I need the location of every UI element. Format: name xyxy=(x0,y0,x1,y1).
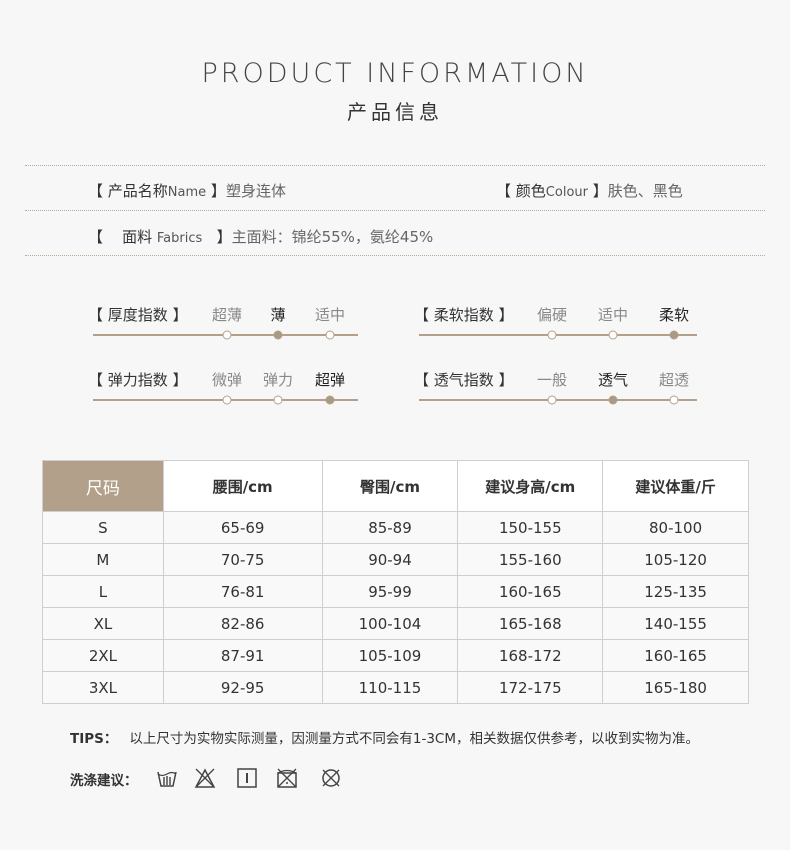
scale-option: 适中 xyxy=(314,306,346,324)
table-cell: 92-95 xyxy=(162,671,323,704)
scale-dot xyxy=(608,330,618,340)
table-cell: 3XL xyxy=(42,671,164,704)
scale-dot xyxy=(222,395,232,405)
no-tumble-dry-icon xyxy=(277,768,297,788)
table-row: 2XL 87-91 105-109 168-172 160-165 xyxy=(42,639,749,672)
table-cell: L xyxy=(42,575,164,608)
scale-dot xyxy=(547,395,557,405)
table-cell: 2XL xyxy=(42,639,164,672)
table-cell: 172-175 xyxy=(457,671,604,704)
table-cell: 82-86 xyxy=(162,607,323,640)
table-cell: 125-135 xyxy=(602,575,749,608)
title-chinese: 产品信息 xyxy=(347,100,443,124)
scale-label: 【 柔软指数 】 xyxy=(414,306,514,324)
wash-label: 洗涤建议： xyxy=(70,773,138,789)
table-cell: 110-115 xyxy=(321,671,459,704)
tips: TIPS： 以上尺寸为实物实际测量，因测量方式不同会有1-3CM，相关数据仅供参考… xyxy=(70,731,699,747)
hand-wash-icon xyxy=(157,771,177,787)
scale-label: 【 厚度指数 】 xyxy=(88,306,188,324)
table-cell: 150-155 xyxy=(457,511,604,544)
scale-option: 偏硬 xyxy=(536,306,568,324)
table-cell: 160-165 xyxy=(457,575,604,608)
table-cell: XL xyxy=(42,607,164,640)
table-cell: 155-160 xyxy=(457,543,604,576)
info-color: 【 颜色Colour 】肤色、黑色 xyxy=(496,182,683,200)
scale-dot xyxy=(669,330,679,340)
table-row: L 76-81 95-99 160-165 125-135 xyxy=(42,575,749,608)
table-cell: 87-91 xyxy=(162,639,323,672)
table-cell: 100-104 xyxy=(321,607,459,640)
scale-dot xyxy=(669,395,679,405)
table-cell: 65-69 xyxy=(162,511,323,544)
divider xyxy=(25,255,765,256)
table-cell: 90-94 xyxy=(321,543,459,576)
info-fabric: 【 面料 Fabrics 】主面料：锦纶55%，氨纶45% xyxy=(88,228,434,246)
scale-label: 【 弹力指数 】 xyxy=(88,371,188,389)
table-header: 臀围/cm xyxy=(321,460,459,512)
table-header: 建议体重/斤 xyxy=(602,460,749,512)
table-cell: 85-89 xyxy=(321,511,459,544)
table-cell: 168-172 xyxy=(457,639,604,672)
scale-label: 【 透气指数 】 xyxy=(414,371,514,389)
scale-option: 适中 xyxy=(597,306,629,324)
table-header: 建议身高/cm xyxy=(457,460,604,512)
scale-option: 薄 xyxy=(270,306,286,324)
scale-option: 超弹 xyxy=(314,371,346,389)
scale-dot xyxy=(273,395,283,405)
scale-dot xyxy=(608,395,618,405)
scale-track xyxy=(419,334,697,336)
scale-option: 透气 xyxy=(597,371,629,389)
table-cell: 165-180 xyxy=(602,671,749,704)
table-cell: 95-99 xyxy=(321,575,459,608)
table-cell: 105-109 xyxy=(321,639,459,672)
scale-option: 微弹 xyxy=(211,371,243,389)
scale-option: 一般 xyxy=(536,371,568,389)
table-row: XL 82-86 100-104 165-168 140-155 xyxy=(42,607,749,640)
table-cell: 76-81 xyxy=(162,575,323,608)
table-cell: 70-75 xyxy=(162,543,323,576)
table-cell: S xyxy=(42,511,164,544)
divider xyxy=(25,165,765,166)
scale-option: 超透 xyxy=(658,371,690,389)
table-header: 腰围/cm xyxy=(162,460,323,512)
table-cell: 165-168 xyxy=(457,607,604,640)
title-english: PRODUCT INFORMATION xyxy=(201,58,589,89)
table-cell: 140-155 xyxy=(602,607,749,640)
table-header: 尺码 xyxy=(42,460,164,512)
scale-dot xyxy=(325,395,335,405)
scale-option: 柔软 xyxy=(658,306,690,324)
table-cell: 105-120 xyxy=(602,543,749,576)
scale-dot xyxy=(547,330,557,340)
no-dry-clean-icon xyxy=(322,769,340,787)
scale-dot xyxy=(325,330,335,340)
scale-dot xyxy=(222,330,232,340)
table-row: S 65-69 85-89 150-155 80-100 xyxy=(42,511,749,544)
table-cell: 80-100 xyxy=(602,511,749,544)
table-row: M 70-75 90-94 155-160 105-120 xyxy=(42,543,749,576)
line-dry-icon xyxy=(237,768,257,788)
table-cell: M xyxy=(42,543,164,576)
info-name: 【 产品名称Name 】塑身连体 xyxy=(88,182,286,200)
divider xyxy=(25,210,765,211)
scale-track xyxy=(419,399,697,401)
scale-dot xyxy=(273,330,283,340)
scale-option: 超薄 xyxy=(211,306,243,324)
no-bleach-icon xyxy=(194,768,216,788)
scale-option: 弹力 xyxy=(262,371,294,389)
table-row: 3XL 92-95 110-115 172-175 165-180 xyxy=(42,671,749,704)
table-cell: 160-165 xyxy=(602,639,749,672)
size-table: 尺码 腰围/cm 臀围/cm 建议身高/cm 建议体重/斤 S 65-69 85-89 150… xyxy=(42,460,749,704)
